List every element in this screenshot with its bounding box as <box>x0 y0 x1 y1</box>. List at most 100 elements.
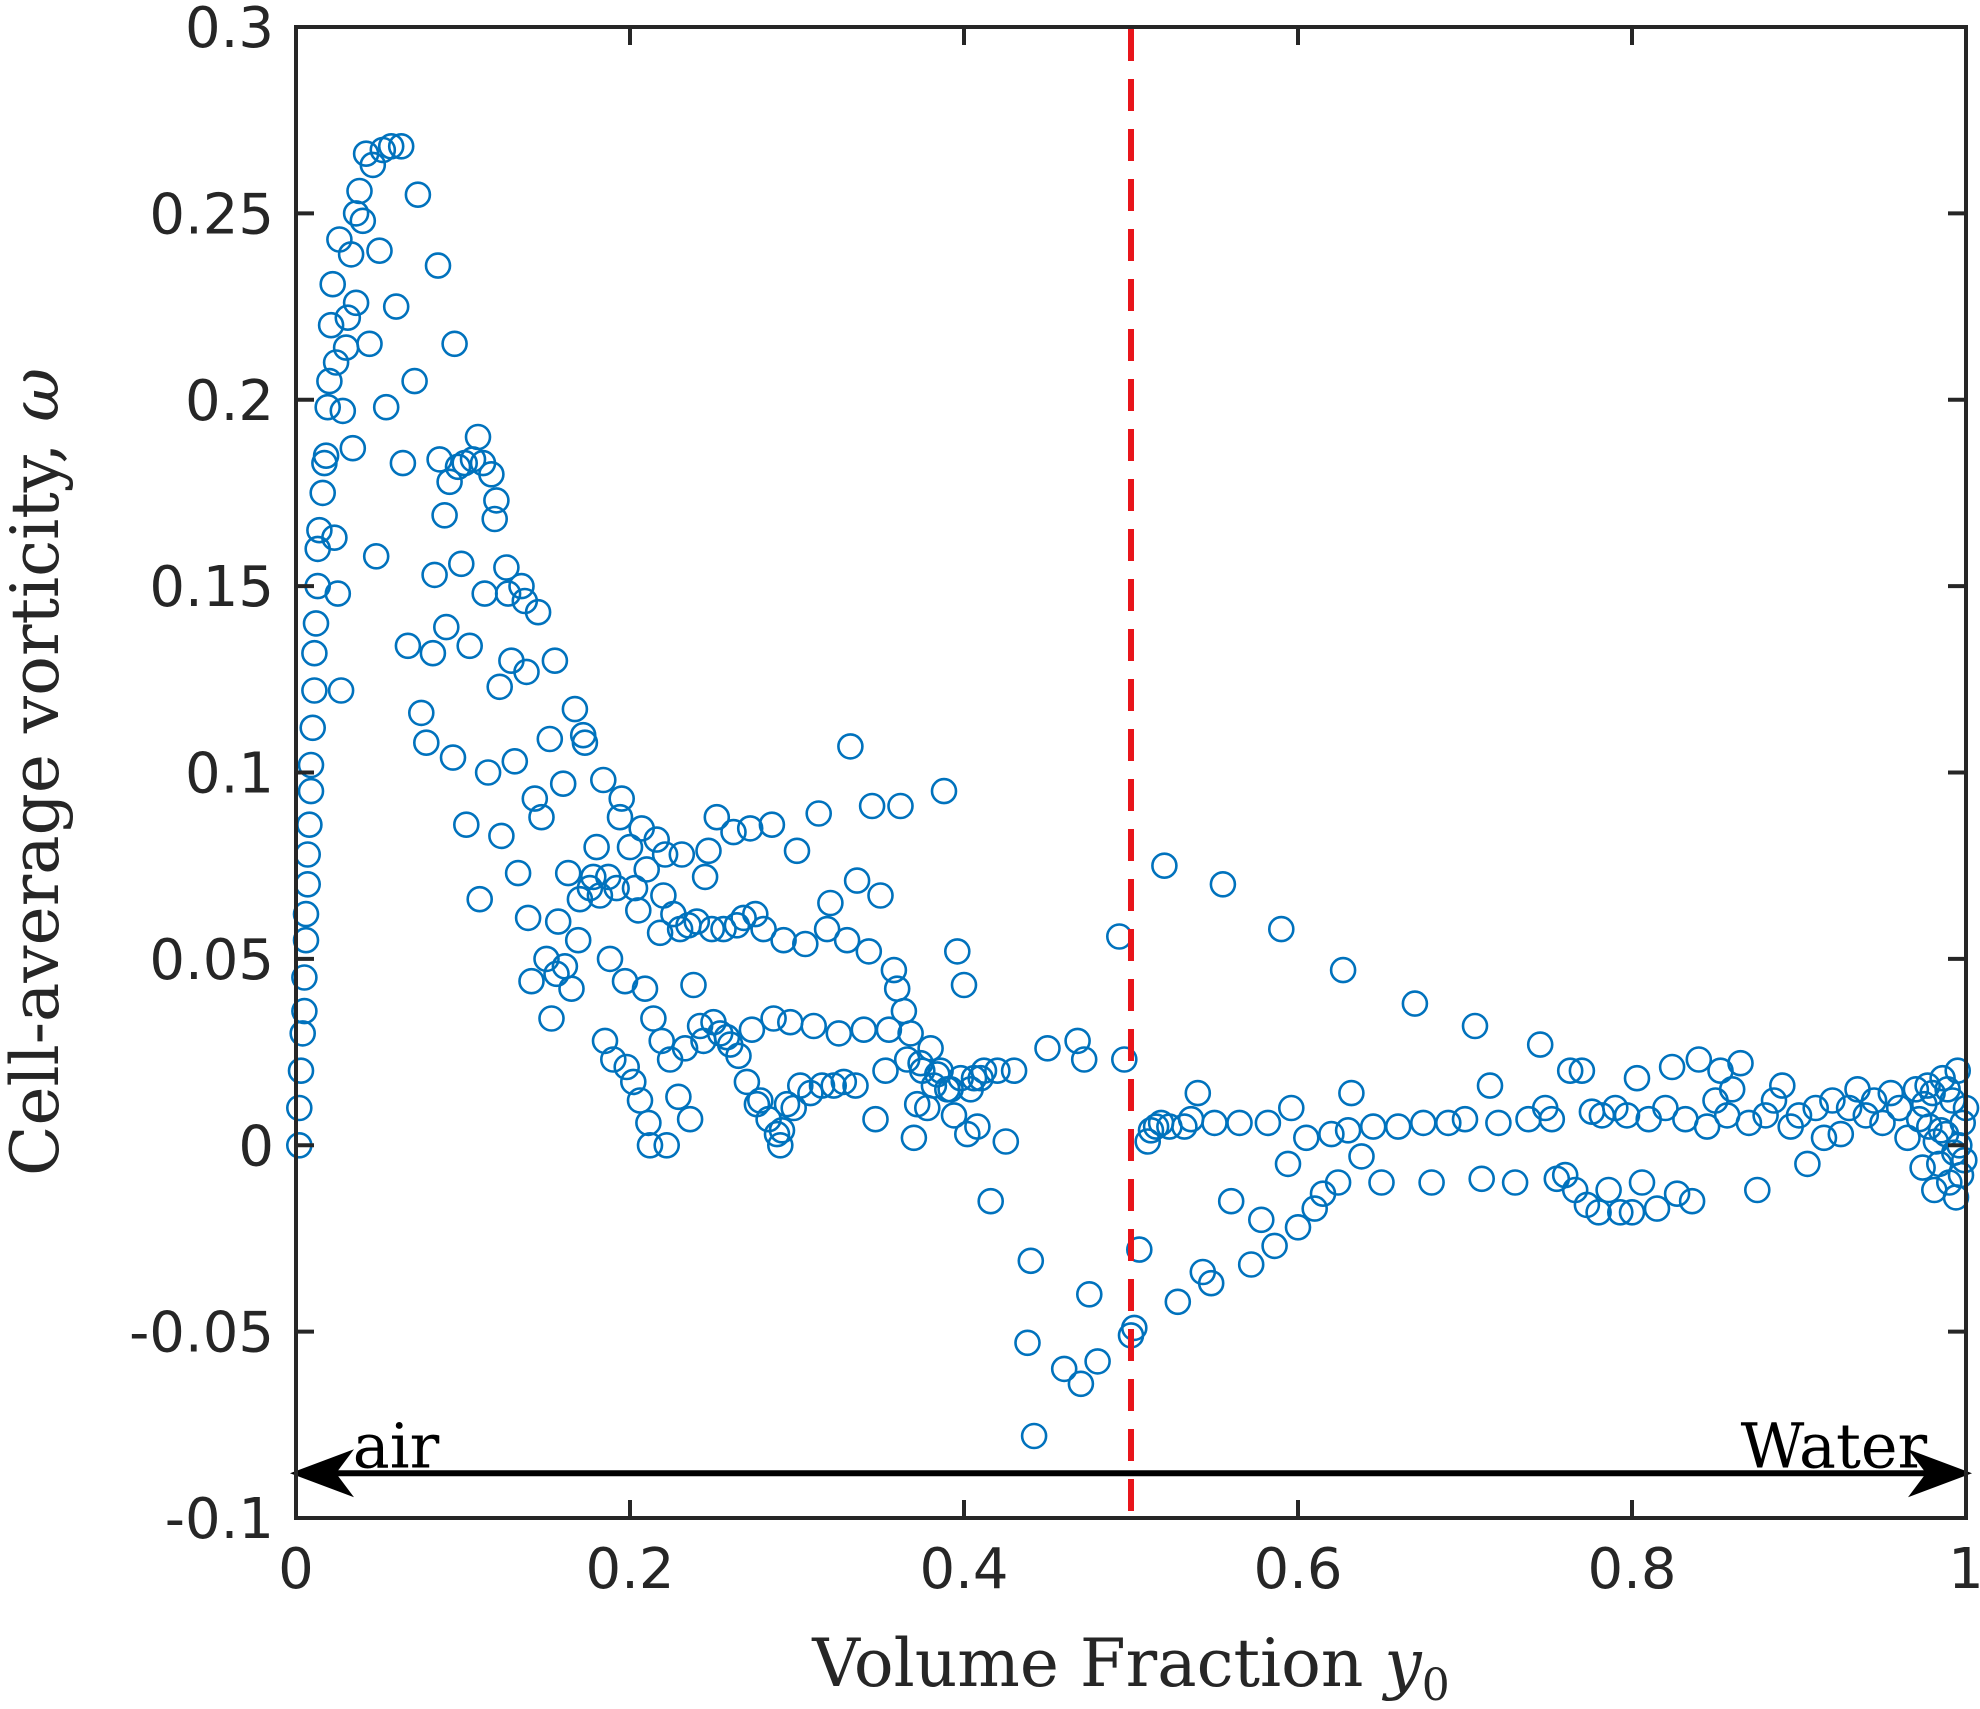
data-point <box>1226 1109 1253 1137</box>
data-point <box>1142 1113 1170 1140</box>
data-point <box>736 815 764 842</box>
data-point <box>703 803 731 831</box>
data-point <box>478 460 505 488</box>
data-point <box>1752 1102 1779 1129</box>
data-point <box>536 725 564 753</box>
data-point <box>447 550 475 578</box>
data-point <box>858 792 886 820</box>
data-point <box>817 889 844 917</box>
data-point <box>825 1020 853 1047</box>
data-point <box>1384 1113 1412 1140</box>
data-point <box>1064 1027 1091 1055</box>
data-point <box>1050 1355 1078 1383</box>
data-point <box>783 837 811 865</box>
data-point <box>750 915 777 943</box>
data-point <box>920 1072 948 1099</box>
data-point <box>554 859 582 887</box>
data-point <box>1556 1057 1584 1084</box>
data-point <box>488 822 515 850</box>
data-point <box>842 1072 869 1099</box>
data-point <box>900 1124 928 1152</box>
data-point <box>329 397 357 425</box>
data-point <box>1164 1288 1192 1316</box>
data-point <box>635 1109 662 1137</box>
data-point <box>599 1046 627 1073</box>
arrow-head-right <box>1908 1449 1972 1498</box>
data-point <box>940 1102 968 1129</box>
data-point <box>1827 1120 1855 1148</box>
data-point <box>1735 1109 1763 1137</box>
data-point <box>1551 1161 1579 1189</box>
data-point <box>1685 1046 1713 1073</box>
y-tick-label: 0.25 <box>149 182 274 247</box>
data-point <box>758 811 786 839</box>
data-point <box>1810 1124 1838 1152</box>
data-point <box>382 293 410 320</box>
data-point <box>583 833 610 861</box>
data-point <box>481 505 509 533</box>
x-axis-title: Volume Fraction y0 <box>811 1625 1449 1709</box>
data-point <box>1678 1187 1706 1215</box>
data-point <box>401 367 428 395</box>
data-point <box>875 1016 903 1043</box>
data-point <box>683 908 711 935</box>
data-point <box>564 926 592 954</box>
data-point <box>897 1020 924 1047</box>
data-point <box>616 833 644 861</box>
data-point <box>297 777 325 805</box>
data-point <box>619 1068 647 1096</box>
data-point <box>483 487 510 514</box>
data-point <box>1718 1076 1746 1103</box>
data-point <box>977 1187 1005 1215</box>
y-tick-label: 0 <box>238 1114 274 1179</box>
data-point <box>493 554 520 581</box>
data-point <box>917 1035 944 1062</box>
data-point <box>302 610 330 637</box>
data-point <box>1261 1232 1288 1260</box>
data-point <box>1284 1214 1312 1241</box>
data-point <box>356 330 383 358</box>
data-point <box>837 733 864 760</box>
data-point <box>314 393 342 421</box>
data-point <box>327 677 355 704</box>
data-point <box>1301 1195 1328 1222</box>
data-point <box>407 699 435 727</box>
data-point <box>1885 1094 1913 1122</box>
data-point <box>1902 1076 1930 1103</box>
data-point <box>1568 1057 1596 1084</box>
x-axis-title-subscript: 0 <box>1422 1660 1450 1709</box>
data-point <box>513 658 540 686</box>
data-point <box>1927 1117 1955 1144</box>
data-point <box>494 580 522 607</box>
data-point <box>596 945 624 973</box>
data-point <box>843 867 871 894</box>
data-point <box>668 841 696 868</box>
data-point <box>813 915 841 943</box>
data-point <box>695 837 722 865</box>
data-point <box>1501 1169 1529 1196</box>
data-point <box>501 747 529 775</box>
data-point <box>943 938 971 965</box>
data-point <box>640 1005 667 1032</box>
data-point <box>464 423 492 451</box>
data-point <box>1418 1169 1445 1196</box>
data-point <box>571 729 599 757</box>
data-point <box>1613 1102 1641 1129</box>
data-point <box>738 1016 766 1043</box>
data-point <box>508 572 535 600</box>
data-point <box>763 1120 791 1148</box>
data-point <box>412 729 440 757</box>
data-point <box>603 874 630 902</box>
data-point <box>950 971 978 999</box>
data-point <box>309 479 337 507</box>
data-point <box>291 964 318 991</box>
data-point <box>316 367 343 395</box>
data-point <box>1461 1012 1489 1040</box>
data-point <box>389 449 417 477</box>
data-point <box>1485 1109 1512 1137</box>
data-point <box>636 1132 664 1159</box>
data-point <box>1663 1180 1691 1207</box>
data-point <box>730 904 757 932</box>
data-point <box>317 311 345 339</box>
data-point <box>1658 1053 1686 1081</box>
